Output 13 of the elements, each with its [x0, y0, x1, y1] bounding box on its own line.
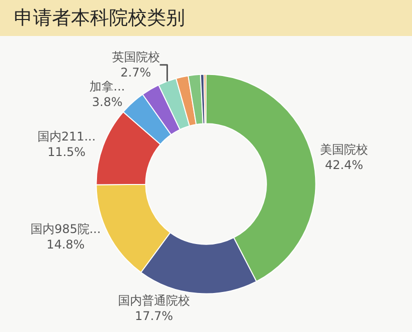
data-label: 2.7% [120, 66, 152, 80]
data-label: 14.8% [46, 238, 85, 252]
slice-label: 国内普通院校 [118, 293, 190, 308]
slice-label: 英国院校 [112, 50, 160, 64]
data-label: 42.4% [324, 158, 364, 172]
data-label: 17.7% [134, 308, 174, 323]
slice-label: 加拿... [90, 80, 125, 94]
data-label: 3.8% [92, 95, 123, 110]
chart-title: 申请者本科院校类别 [0, 0, 412, 36]
slice-label: 国内211... [37, 129, 96, 144]
data-label: 11.5% [47, 144, 86, 159]
slice-label: 国内985院... [30, 222, 101, 236]
slice-label: 美国院校 [320, 142, 368, 156]
